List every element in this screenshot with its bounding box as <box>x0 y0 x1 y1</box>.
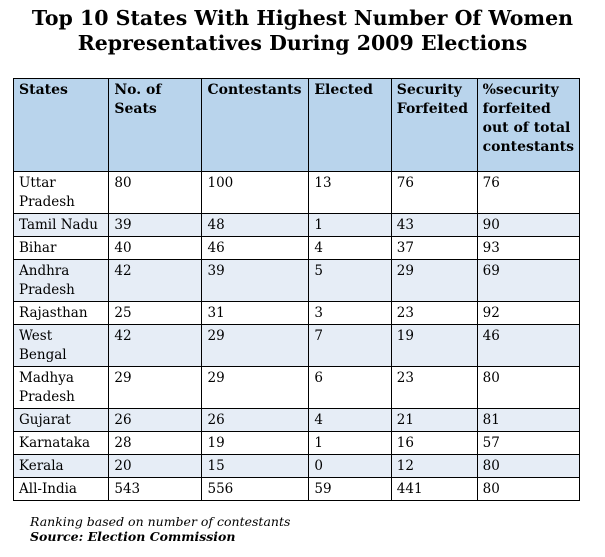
table-row: Tamil Nadu 39 48 1 43 90 <box>12 213 581 237</box>
value-cell: 46 <box>201 236 310 260</box>
value-cell: 29 <box>201 366 310 409</box>
value-cell: 92 <box>476 301 581 325</box>
value-cell: 1 <box>308 431 392 455</box>
value-cell: 543 <box>108 477 203 501</box>
source-note: Source: Election Commission <box>30 529 236 544</box>
value-cell: 42 <box>108 259 203 302</box>
value-cell: 25 <box>108 301 203 325</box>
value-cell: 40 <box>108 236 203 260</box>
state-name-cell: All-India <box>12 477 110 501</box>
value-cell: 7 <box>308 324 392 367</box>
value-cell: 0 <box>308 454 392 478</box>
value-cell: 13 <box>308 171 392 214</box>
value-cell: 39 <box>201 259 310 302</box>
value-cell: 19 <box>390 324 478 367</box>
value-cell: 81 <box>476 408 581 432</box>
state-name-cell: Rajasthan <box>12 301 110 325</box>
value-cell: 26 <box>108 408 203 432</box>
state-name-cell: Gujarat <box>12 408 110 432</box>
value-cell: 93 <box>476 236 581 260</box>
state-name-cell: West Bengal <box>12 324 110 367</box>
state-name-cell: Tamil Nadu <box>12 213 110 237</box>
value-cell: 39 <box>108 213 203 237</box>
table-row: Bihar 40 46 4 37 93 <box>12 236 581 260</box>
column-header: %security forfeited out of total contest… <box>476 78 581 172</box>
value-cell: 21 <box>390 408 478 432</box>
table-row: West Bengal 42 29 7 19 46 <box>12 324 581 367</box>
value-cell: 76 <box>390 171 478 214</box>
value-cell: 31 <box>201 301 310 325</box>
value-cell: 29 <box>201 324 310 367</box>
state-name-cell: Karnataka <box>12 431 110 455</box>
value-cell: 4 <box>308 236 392 260</box>
column-header: States <box>12 78 110 172</box>
footnote: Ranking based on number of contestants S… <box>30 514 290 544</box>
value-cell: 29 <box>108 366 203 409</box>
value-cell: 5 <box>308 259 392 302</box>
value-cell: 441 <box>390 477 478 501</box>
value-cell: 80 <box>476 454 581 478</box>
value-cell: 4 <box>308 408 392 432</box>
column-header: No. of Seats <box>108 78 203 172</box>
table-row: Kerala 20 15 0 12 80 <box>12 454 581 478</box>
table-row: Uttar Pradesh 80 100 13 76 76 <box>12 171 581 214</box>
table-header-row: States No. of Seats Contestants Elected … <box>12 78 581 172</box>
value-cell: 80 <box>476 366 581 409</box>
state-name-cell: Uttar Pradesh <box>12 171 110 214</box>
value-cell: 76 <box>476 171 581 214</box>
title-line-2: Representatives During 2009 Elections <box>77 31 528 55</box>
state-name-cell: Andhra Pradesh <box>12 259 110 302</box>
value-cell: 26 <box>201 408 310 432</box>
table-row: All-India 543 556 59 441 80 <box>12 477 581 501</box>
value-cell: 1 <box>308 213 392 237</box>
value-cell: 6 <box>308 366 392 409</box>
state-name-cell: Bihar <box>12 236 110 260</box>
value-cell: 90 <box>476 213 581 237</box>
value-cell: 3 <box>308 301 392 325</box>
table-row: Karnataka 28 19 1 16 57 <box>12 431 581 455</box>
value-cell: 15 <box>201 454 310 478</box>
table-row: Andhra Pradesh 42 39 5 29 69 <box>12 259 581 302</box>
value-cell: 57 <box>476 431 581 455</box>
value-cell: 16 <box>390 431 478 455</box>
value-cell: 80 <box>476 477 581 501</box>
chart-title: Top 10 States With Highest Number Of Wom… <box>0 6 605 56</box>
women-representatives-table: States No. of Seats Contestants Elected … <box>12 78 581 501</box>
value-cell: 28 <box>108 431 203 455</box>
value-cell: 69 <box>476 259 581 302</box>
column-header: Contestants <box>201 78 310 172</box>
state-name-cell: Kerala <box>12 454 110 478</box>
value-cell: 48 <box>201 213 310 237</box>
value-cell: 46 <box>476 324 581 367</box>
table-row: Madhya Pradesh 29 29 6 23 80 <box>12 366 581 409</box>
value-cell: 12 <box>390 454 478 478</box>
value-cell: 43 <box>390 213 478 237</box>
value-cell: 37 <box>390 236 478 260</box>
column-header: Elected <box>308 78 392 172</box>
value-cell: 20 <box>108 454 203 478</box>
column-header: Security Forfeited <box>390 78 478 172</box>
value-cell: 100 <box>201 171 310 214</box>
value-cell: 42 <box>108 324 203 367</box>
value-cell: 80 <box>108 171 203 214</box>
table-row: Gujarat 26 26 4 21 81 <box>12 408 581 432</box>
value-cell: 23 <box>390 366 478 409</box>
value-cell: 19 <box>201 431 310 455</box>
value-cell: 556 <box>201 477 310 501</box>
title-line-1: Top 10 States With Highest Number Of Wom… <box>31 6 574 30</box>
value-cell: 23 <box>390 301 478 325</box>
table-body: Uttar Pradesh 80 100 13 76 76 Tamil Nadu 39 48 1 4… <box>12 171 581 501</box>
ranking-note: Ranking based on number of contestants <box>30 514 291 529</box>
state-name-cell: Madhya Pradesh <box>12 366 110 409</box>
table-row: Rajasthan 25 31 3 23 92 <box>12 301 581 325</box>
value-cell: 59 <box>308 477 392 501</box>
value-cell: 29 <box>390 259 478 302</box>
